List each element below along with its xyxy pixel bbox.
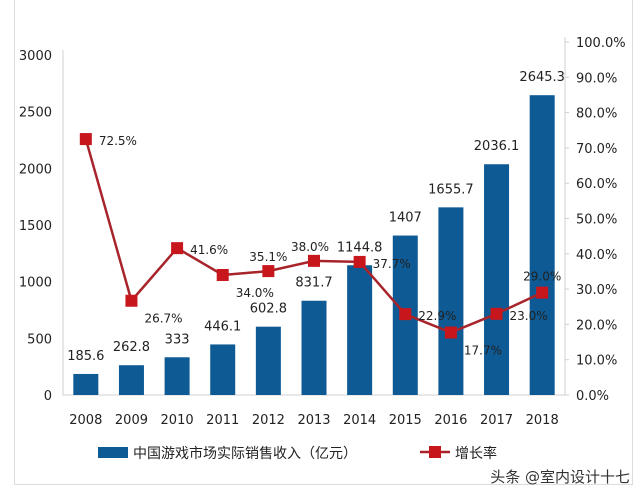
line-data-label: 38.0% — [291, 240, 329, 254]
revenue-bar — [210, 344, 236, 395]
right-axis-tick-label: 0.0% — [576, 389, 609, 404]
line-data-label: 26.7% — [144, 312, 182, 326]
left-axis-tick-label: 1000 — [19, 276, 52, 291]
revenue-bar — [484, 164, 510, 395]
bar-data-label: 333 — [165, 332, 190, 347]
right-axis-tick-label: 100.0% — [576, 36, 626, 51]
growth-rate-marker — [216, 268, 229, 281]
growth-rate-marker — [536, 286, 549, 299]
revenue-bar — [255, 326, 281, 395]
line-data-label: 37.7% — [373, 257, 411, 271]
line-data-label: 17.7% — [464, 344, 502, 358]
bar-data-label: 185.6 — [67, 349, 104, 364]
left-axis-tick-label: 0 — [44, 389, 52, 404]
line-data-label: 29.0% — [523, 270, 561, 284]
line-data-label: 41.6% — [190, 243, 228, 257]
revenue-bar — [164, 357, 190, 395]
x-axis-tick-label: 2014 — [343, 413, 376, 428]
x-axis-tick-label: 2013 — [297, 413, 330, 428]
x-axis-tick-label: 2010 — [161, 413, 194, 428]
right-axis-tick-label: 50.0% — [576, 213, 617, 228]
bar-data-label: 602.8 — [250, 302, 287, 317]
x-axis-tick-label: 2012 — [252, 413, 285, 428]
left-axis-tick-label: 3000 — [19, 49, 52, 64]
left-axis-tick-label: 2000 — [19, 162, 52, 177]
legend-bar-swatch — [98, 447, 128, 458]
bar-data-label: 1655.7 — [428, 182, 474, 197]
growth-rate-marker — [308, 254, 320, 267]
growth-rate-marker — [490, 307, 503, 320]
left-axis-tick-label: 1500 — [19, 219, 52, 234]
line-data-label: 72.5% — [99, 134, 137, 148]
chart-frame — [14, 0, 633, 485]
legend-line-marker — [429, 446, 441, 458]
bar-data-label: 2645.3 — [519, 70, 565, 85]
bar-data-label: 2036.1 — [474, 139, 520, 154]
left-axis-tick-label: 500 — [27, 332, 52, 347]
growth-rate-marker — [171, 242, 184, 255]
revenue-bar — [438, 207, 464, 395]
growth-rate-marker — [444, 326, 457, 339]
x-axis-tick-label: 2015 — [389, 413, 422, 428]
line-data-label: 22.9% — [418, 309, 456, 323]
right-axis-tick-label: 60.0% — [576, 177, 617, 192]
watermark: 头条 @室内设计十七 — [490, 468, 630, 486]
right-axis-tick-label: 10.0% — [576, 354, 617, 369]
legend-bar-label: 中国游戏市场实际销售收入（亿元） — [133, 445, 357, 462]
growth-rate-marker — [353, 255, 366, 268]
x-axis-tick-label: 2018 — [526, 413, 559, 428]
growth-rate-marker — [399, 308, 412, 321]
x-axis-tick-label: 2011 — [206, 413, 239, 428]
revenue-bar — [529, 95, 555, 395]
bar-data-label: 831.7 — [295, 276, 332, 291]
right-axis-tick-label: 70.0% — [576, 142, 617, 157]
legend-line-label: 增长率 — [455, 445, 497, 462]
right-axis-tick-label: 40.0% — [576, 248, 617, 263]
line-data-label: 23.0% — [510, 309, 548, 323]
growth-rate-marker — [125, 294, 138, 307]
line-data-label: 34.0% — [236, 286, 274, 300]
bar-data-label: 1407 — [389, 211, 422, 226]
revenue-bar — [73, 373, 99, 395]
growth-rate-marker — [262, 265, 275, 278]
revenue-bar — [301, 300, 327, 395]
left-axis-tick-label: 2500 — [19, 106, 52, 121]
growth-rate-marker — [79, 133, 92, 146]
revenue-bar — [118, 365, 144, 395]
x-axis-tick-label: 2016 — [434, 413, 467, 428]
x-axis-tick-label: 2008 — [69, 413, 102, 428]
x-axis-tick-label: 2017 — [480, 413, 513, 428]
bar-data-label: 446.1 — [204, 319, 241, 334]
bar-data-label: 1144.8 — [337, 240, 383, 255]
line-data-label: 35.1% — [249, 250, 287, 264]
revenue-bar — [347, 265, 373, 395]
right-axis-tick-label: 20.0% — [576, 318, 617, 333]
right-axis-tick-label: 90.0% — [576, 71, 617, 86]
right-axis-tick-label: 30.0% — [576, 283, 617, 298]
x-axis-tick-label: 2009 — [115, 413, 148, 428]
bar-data-label: 262.8 — [113, 340, 150, 355]
right-axis-tick-label: 80.0% — [576, 107, 617, 122]
